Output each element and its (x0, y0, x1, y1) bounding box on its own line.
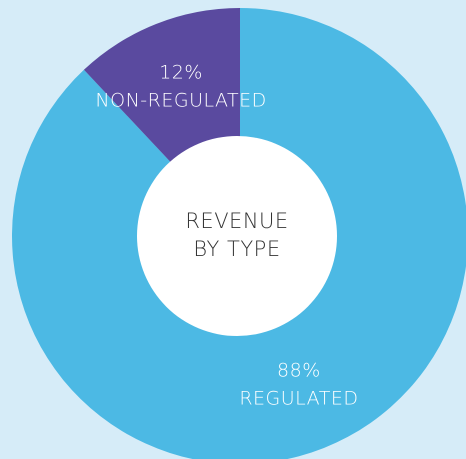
center-title: REVENUE (185, 209, 288, 233)
category-label: NON-REGULATED (95, 90, 266, 112)
value-label: 12% (159, 62, 203, 84)
value-label: 88% (277, 359, 321, 381)
category-label: REGULATED (239, 387, 358, 409)
pie-slice (12, 8, 466, 459)
center-title: BY TYPE (193, 237, 280, 261)
donut-hole (137, 136, 337, 336)
